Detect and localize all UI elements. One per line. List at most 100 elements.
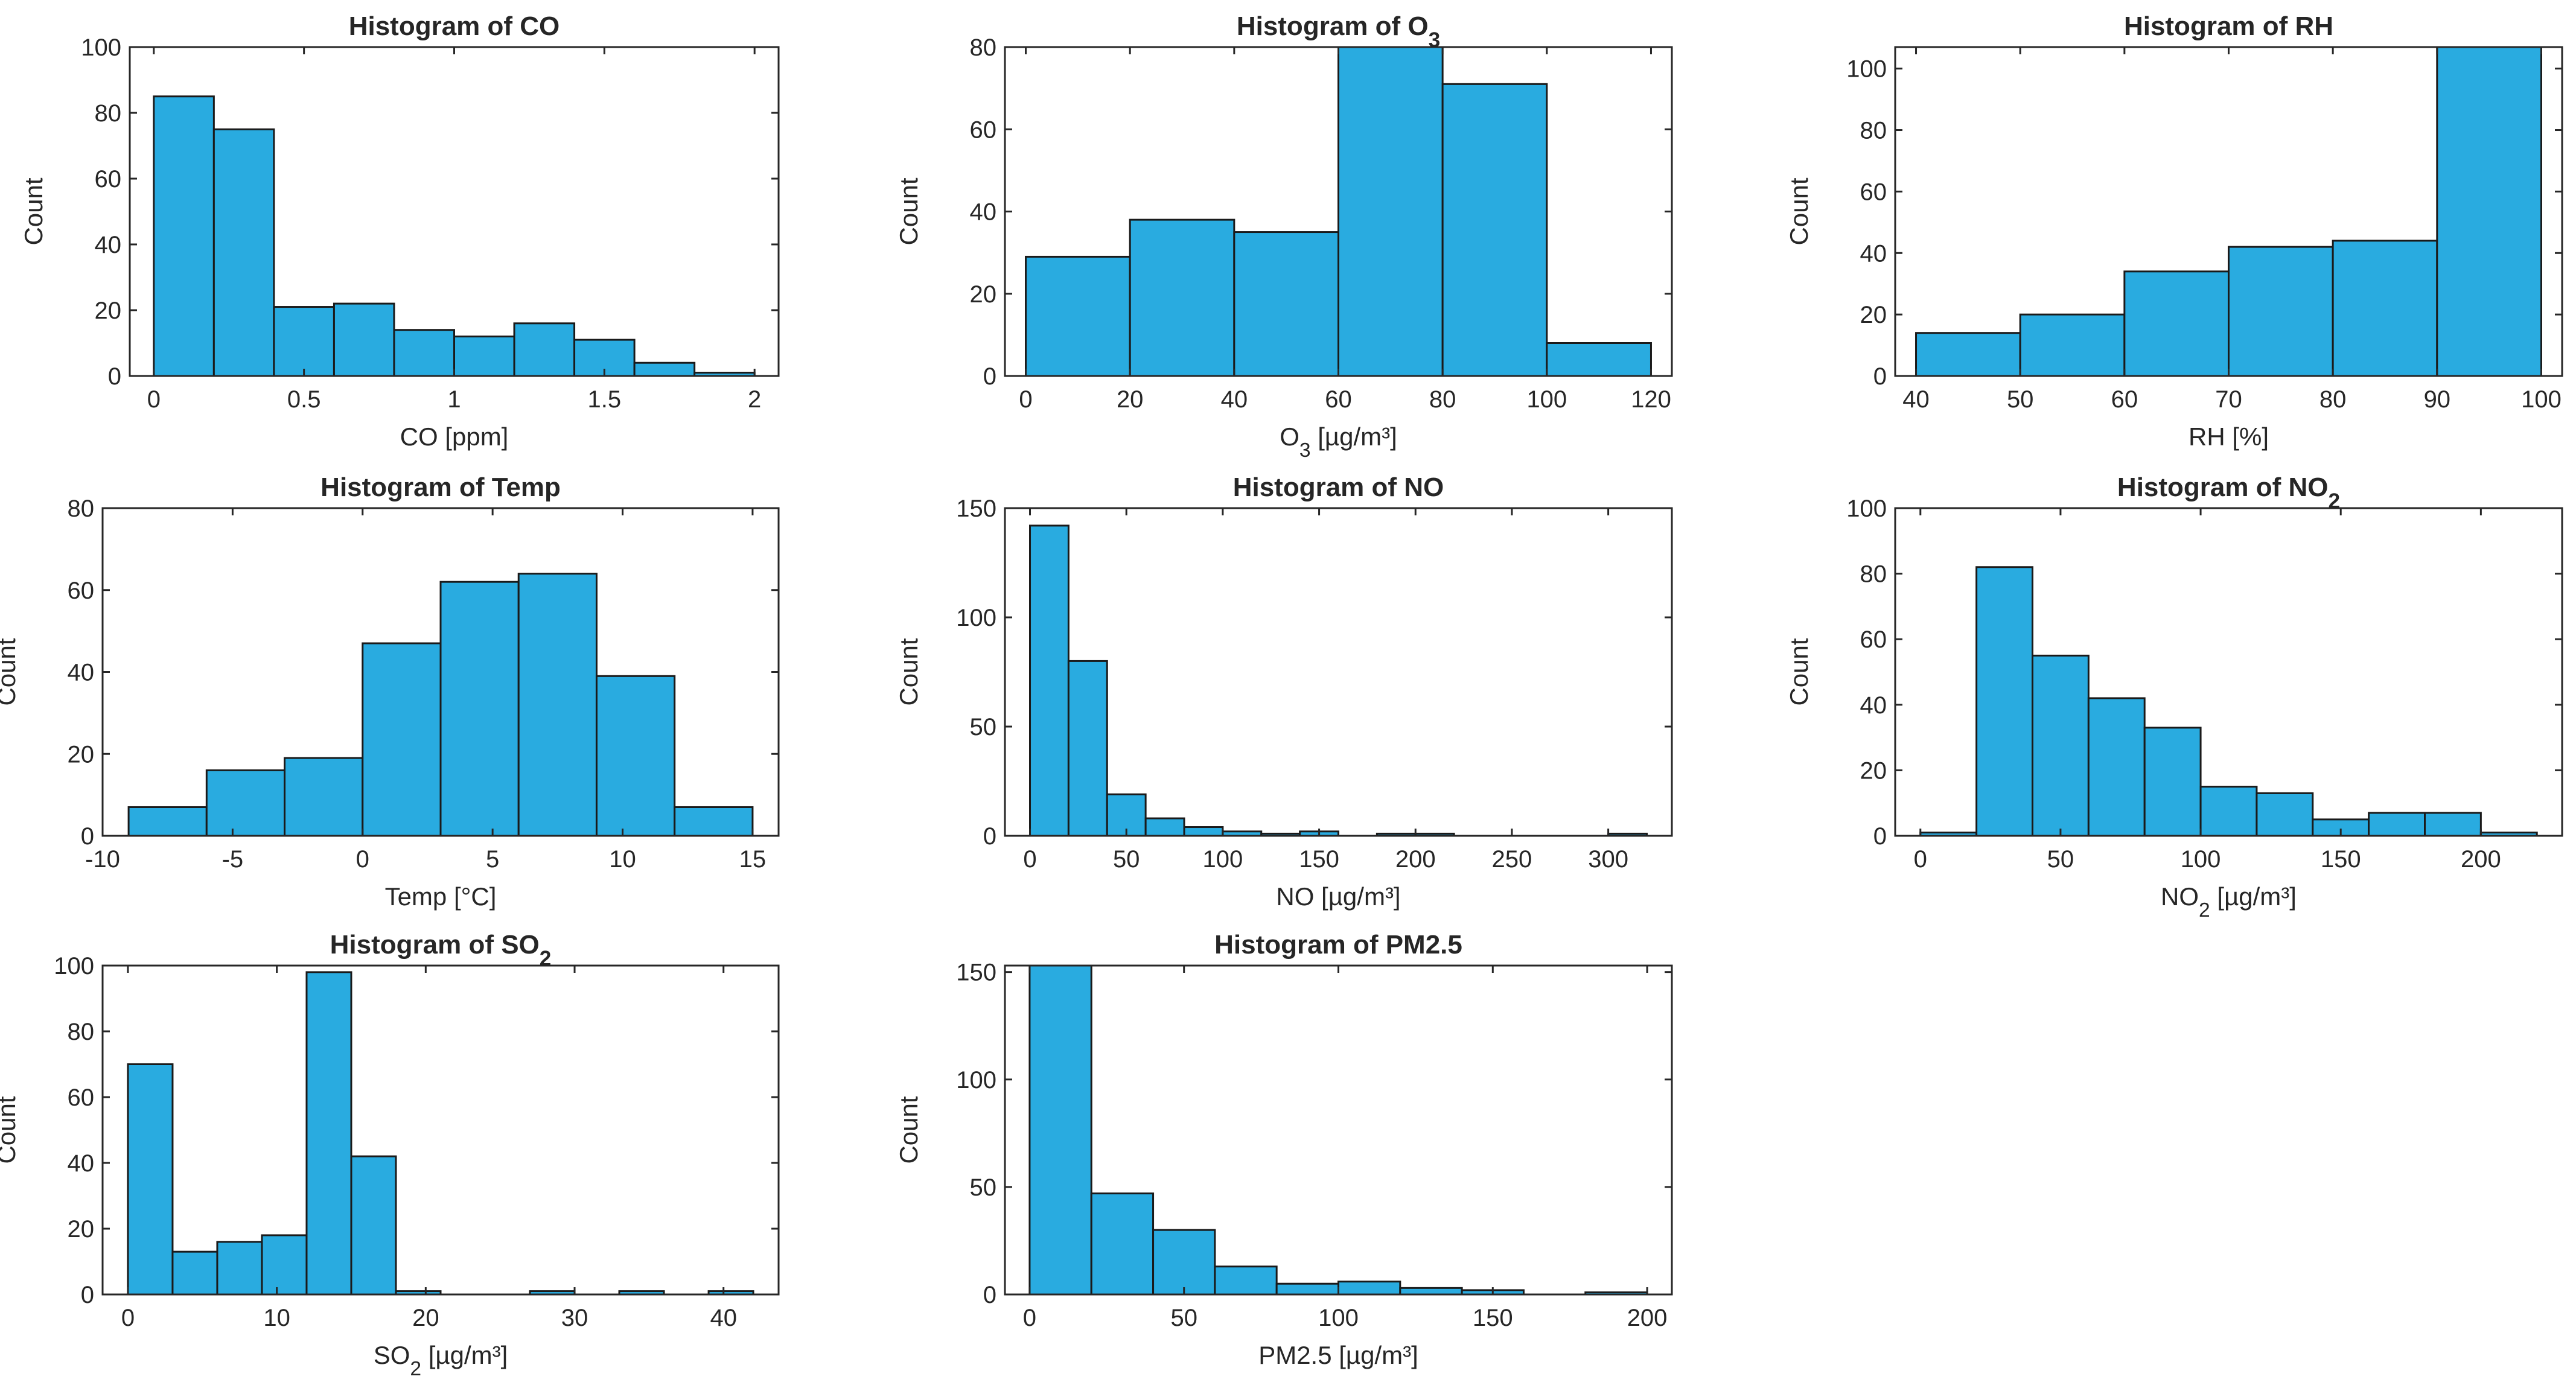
histogram-bar — [1183, 826, 1224, 837]
y-tick-label: 50 — [970, 1174, 997, 1201]
histogram-bar — [1129, 218, 1235, 377]
x-tick-label: 250 — [1492, 846, 1532, 873]
y-tick-label: 100 — [956, 605, 996, 631]
x-tick-label: 60 — [1325, 386, 1352, 413]
histogram-bar — [1915, 332, 2021, 377]
x-tick-label: 0 — [356, 846, 369, 873]
x-tick-label: 200 — [2461, 846, 2501, 873]
x-tick-label: 0.5 — [287, 386, 321, 413]
histogram-bar — [171, 1250, 218, 1296]
histogram-bar — [2199, 786, 2258, 837]
histogram-bar — [595, 675, 676, 837]
chart-title: Histogram of O3 — [1237, 11, 1440, 52]
histogram-bar — [1337, 1281, 1401, 1296]
chart-title: Histogram of Temp — [320, 473, 561, 502]
y-axis-label: Count — [0, 638, 21, 705]
y-tick-label: 100 — [1846, 56, 1887, 83]
x-tick-label: 0 — [1019, 386, 1032, 413]
y-tick-label: 150 — [956, 495, 996, 522]
y-tick-label: 0 — [1873, 363, 1887, 390]
histogram-bar — [1025, 255, 1131, 377]
y-tick-label: 20 — [68, 741, 95, 768]
y-tick-label: 80 — [1860, 561, 1887, 588]
x-tick-label: 0 — [121, 1305, 135, 1331]
y-tick-label: 0 — [983, 823, 996, 850]
x-tick-label: 40 — [1221, 386, 1248, 413]
x-tick-label: 300 — [1588, 846, 1628, 873]
x-tick-label: 5 — [486, 846, 499, 873]
x-tick-label: 40 — [710, 1305, 737, 1331]
y-tick-label: 0 — [1873, 823, 1887, 850]
x-tick-label: 150 — [2321, 846, 2361, 873]
x-tick-label: 0 — [1023, 1305, 1036, 1331]
x-axis-label: RH [%] — [2189, 422, 2269, 451]
x-axis-label: NO2 [µg/m³] — [2161, 882, 2297, 922]
y-tick-label: 40 — [970, 199, 997, 226]
histogram-panel-2: 0 20 40 60 80 100 120 0 20 40 60 80 Histogram of O3 O… — [894, 11, 1673, 462]
y-tick-label: 80 — [1860, 118, 1887, 144]
histogram-bar — [1399, 1287, 1463, 1296]
y-tick-label: 80 — [95, 100, 122, 127]
histogram-bar — [1214, 1265, 1278, 1296]
histogram-bar — [393, 329, 455, 377]
y-axis-label: Count — [1785, 638, 1813, 705]
histogram-bar — [2368, 812, 2426, 837]
histogram-panel-6: 0 50 100 150 200 0 20 40 60 80 100 Histogram of NO2… — [1785, 473, 2563, 922]
x-tick-label: 70 — [2215, 386, 2242, 413]
y-tick-label: 0 — [983, 1282, 996, 1308]
y-tick-label: 80 — [970, 34, 997, 61]
y-tick-label: 20 — [68, 1216, 95, 1243]
x-tick-label: 80 — [2319, 386, 2347, 413]
histogram-bar — [1090, 1192, 1155, 1296]
histogram-bar — [513, 322, 576, 377]
x-tick-label: 200 — [1627, 1305, 1668, 1331]
x-axis-label: SO2 [µg/m³] — [374, 1341, 508, 1380]
histogram-bar — [453, 336, 515, 377]
histogram-bar — [273, 306, 335, 377]
histogram-bar — [633, 361, 696, 377]
y-axis-label: Count — [894, 1096, 923, 1164]
histogram-bar — [517, 573, 598, 837]
x-tick-label: 80 — [1429, 386, 1456, 413]
y-axis-label: Count — [0, 1096, 21, 1164]
histogram-bar — [127, 806, 208, 837]
histogram-panel-4: -10 -5 0 5 10 15 0 20 40 60 80 Histogram of Temp Tem… — [0, 473, 780, 911]
histogram-bar — [1233, 231, 1339, 377]
x-tick-label: 100 — [2181, 846, 2221, 873]
histogram-bar — [127, 1063, 174, 1296]
histogram-bar — [2087, 697, 2146, 837]
x-tick-label: 50 — [1113, 846, 1140, 873]
histogram-panel-5: 0 50 100 150 200 250 300 0 50 100 150 Histogram of … — [894, 473, 1673, 911]
y-tick-label: 100 — [956, 1067, 996, 1094]
y-tick-label: 40 — [1860, 240, 1887, 267]
histogram-bar — [1028, 964, 1092, 1296]
histogram-bar — [2019, 313, 2126, 377]
x-axis-label: NO [µg/m³] — [1276, 882, 1400, 911]
axes-box — [101, 964, 780, 1296]
histogram-panel-7: 0 10 20 30 40 0 20 40 60 80 100 Histogram of SO2 SO2… — [0, 930, 780, 1380]
y-tick-label: 60 — [95, 166, 122, 193]
x-tick-label: 150 — [1299, 846, 1339, 873]
y-tick-label: 50 — [970, 714, 997, 740]
y-tick-label: 0 — [983, 363, 996, 390]
histogram-bar — [2436, 46, 2542, 377]
x-tick-label: 200 — [1395, 846, 1436, 873]
x-tick-label: 100 — [1526, 386, 1567, 413]
y-tick-label: 40 — [68, 1150, 95, 1177]
x-tick-label: 50 — [2047, 846, 2074, 873]
histogram-bar — [2332, 240, 2438, 377]
y-tick-label: 60 — [68, 578, 95, 604]
axes-box — [1004, 507, 1673, 837]
histogram-bar — [1275, 1282, 1340, 1296]
x-axis-label: CO [ppm] — [400, 422, 509, 451]
y-tick-label: 0 — [81, 823, 94, 850]
y-tick-label: 60 — [1860, 179, 1887, 205]
x-tick-label: -10 — [85, 846, 120, 873]
histogram-bar — [1441, 83, 1548, 377]
histogram-bar — [1975, 566, 2033, 837]
y-tick-label: 40 — [95, 232, 122, 258]
y-tick-label: 60 — [970, 116, 997, 143]
chart-title: Histogram of SO2 — [330, 930, 552, 970]
y-tick-label: 100 — [1846, 495, 1887, 522]
histogram-bar — [1152, 1229, 1216, 1296]
